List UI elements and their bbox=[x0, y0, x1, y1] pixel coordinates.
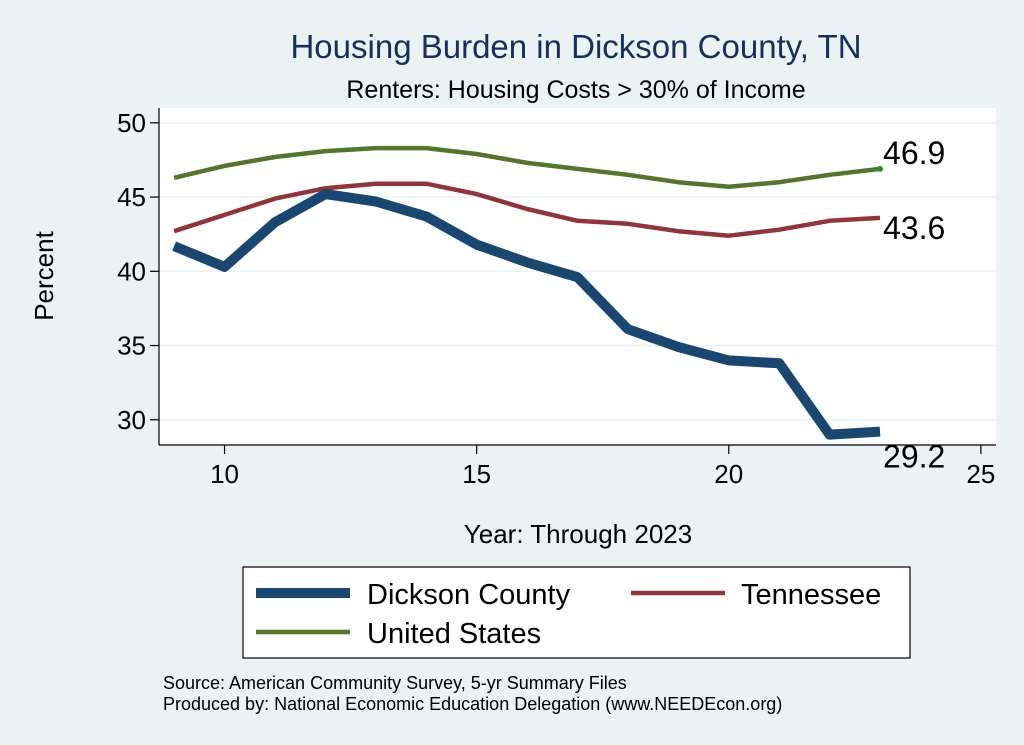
y-tick-label: 35 bbox=[117, 331, 146, 361]
end-marker-united-states bbox=[877, 165, 884, 172]
x-tick-label: 15 bbox=[462, 459, 491, 489]
x-tick-label: 20 bbox=[714, 459, 743, 489]
producer-note: Produced by: National Economic Education… bbox=[163, 694, 782, 714]
end-label-dickson-county: 29.2 bbox=[883, 439, 945, 475]
legend-label-united-states: United States bbox=[367, 618, 541, 650]
gridlines bbox=[159, 122, 996, 421]
legend-label-dickson-county: Dickson County bbox=[367, 579, 571, 611]
x-tick-label: 25 bbox=[966, 459, 995, 489]
series-line-tennessee bbox=[173, 181, 881, 238]
x-axis-title: Year: Through 2023 bbox=[464, 519, 692, 549]
source-note: Source: American Community Survey, 5-yr … bbox=[163, 673, 627, 693]
end-labels: 46.9 43.6 29.2 bbox=[877, 135, 945, 475]
legend-box bbox=[242, 566, 911, 659]
series-layer bbox=[172, 145, 881, 440]
legend-label-tennessee: Tennessee bbox=[741, 579, 881, 611]
end-label-tennessee: 43.6 bbox=[883, 210, 945, 246]
end-label-united-states: 46.9 bbox=[883, 135, 945, 171]
ticks: 30 35 40 45 50 10 15 20 25 bbox=[117, 108, 995, 489]
series-line-united-states bbox=[173, 145, 881, 189]
chart-subtitle: Renters: Housing Costs > 30% of Income bbox=[346, 76, 805, 104]
series-line-dickson-county bbox=[172, 189, 881, 440]
legend: Dickson County Tennessee United States bbox=[242, 566, 911, 659]
chart-title: Housing Burden in Dickson County, TN bbox=[290, 28, 861, 65]
y-tick-label: 50 bbox=[117, 108, 146, 138]
y-tick-label: 30 bbox=[117, 405, 146, 435]
x-tick-label: 10 bbox=[210, 459, 239, 489]
y-tick-label: 45 bbox=[117, 182, 146, 212]
y-axis-title: Percent bbox=[29, 230, 59, 320]
y-tick-label: 40 bbox=[117, 256, 146, 286]
